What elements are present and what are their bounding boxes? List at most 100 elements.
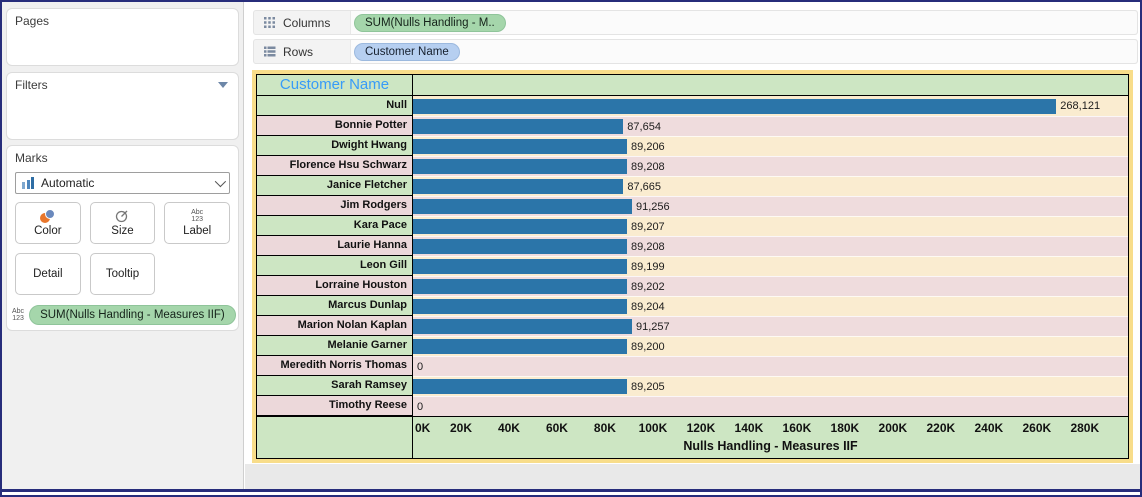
columns-shelf[interactable]: Columns SUM(Nulls Handling - M.. xyxy=(253,10,1138,35)
row-band: 89,206 xyxy=(413,136,1128,156)
x-axis-tick: 20K xyxy=(449,421,472,435)
row-label[interactable]: Janice Fletcher xyxy=(257,176,413,196)
row-band: 89,204 xyxy=(413,296,1128,316)
row-label[interactable]: Dwight Hwang xyxy=(257,136,413,156)
bar-mark[interactable] xyxy=(413,179,624,194)
filters-shelf-label: Filters xyxy=(15,78,48,92)
visualization: Customer Name Null 268,121 Bonnie Potter 87… xyxy=(252,70,1133,463)
row-label[interactable]: Jim Rodgers xyxy=(257,196,413,216)
rows-shelf[interactable]: Rows Customer Name xyxy=(253,39,1138,64)
row-label[interactable]: Sarah Ramsey xyxy=(257,376,413,396)
bar-value-label: 89,202 xyxy=(631,280,665,293)
bar-mark[interactable] xyxy=(413,219,628,234)
marks-measure-pill[interactable]: SUM(Nulls Handling - Measures IIF) xyxy=(29,305,236,325)
row-label[interactable]: Leon Gill xyxy=(257,256,413,276)
bar-mark[interactable] xyxy=(413,379,628,394)
row-band: 91,257 xyxy=(413,316,1128,336)
label-button[interactable]: Abc 123 Label xyxy=(164,202,230,244)
label-button-label: Label xyxy=(183,225,212,237)
row-label[interactable]: Meredith Norris Thomas xyxy=(257,356,413,376)
bar-mark[interactable] xyxy=(413,119,624,134)
bar-mark[interactable] xyxy=(413,98,1057,114)
bar-value-label: 268,121 xyxy=(1060,100,1101,112)
row-label[interactable]: Null xyxy=(257,96,413,116)
row-label[interactable]: Bonnie Potter xyxy=(257,116,413,136)
table-row: Laurie Hanna 89,208 xyxy=(257,236,1128,256)
columns-drop-area[interactable]: SUM(Nulls Handling - M.. xyxy=(350,11,1137,34)
row-label[interactable]: Marcus Dunlap xyxy=(257,296,413,316)
x-axis-tick: 60K xyxy=(545,421,568,435)
bar-value-label: 87,665 xyxy=(627,180,661,193)
marks-card-label: Marks xyxy=(15,151,48,165)
tooltip-button-label: Tooltip xyxy=(105,268,140,280)
bar-value-label: 87,654 xyxy=(627,120,661,133)
row-label[interactable]: Florence Hsu Schwarz xyxy=(257,156,413,176)
bar-value-label: 89,199 xyxy=(631,260,665,273)
abc123-icon: Abc 123 xyxy=(191,209,204,223)
bar-mark[interactable] xyxy=(413,199,632,214)
table-row: Meredith Norris Thomas 0 xyxy=(257,356,1128,376)
mark-type-value: Automatic xyxy=(41,176,95,190)
rows-pill[interactable]: Customer Name xyxy=(354,42,460,61)
row-label[interactable]: Timothy Reese xyxy=(257,396,413,416)
table-row: Marcus Dunlap 89,204 xyxy=(257,296,1128,316)
color-button-label: Color xyxy=(34,225,62,237)
color-button[interactable]: Color xyxy=(15,202,81,244)
filters-shelf[interactable]: Filters xyxy=(6,72,239,140)
detail-button[interactable]: Detail xyxy=(15,253,81,295)
bar-mark[interactable] xyxy=(413,299,628,314)
column-header-customer-name[interactable]: Customer Name xyxy=(257,75,413,95)
row-label[interactable]: Marion Nolan Kaplan xyxy=(257,316,413,336)
table-row: Kara Pace 89,207 xyxy=(257,216,1128,236)
bar-value-label: 91,256 xyxy=(635,200,670,213)
bar-mark[interactable] xyxy=(413,339,628,354)
bar-mark[interactable] xyxy=(413,159,628,174)
bar-value-label: 89,206 xyxy=(631,140,665,153)
table-row: Sarah Ramsey 89,205 xyxy=(257,376,1128,396)
bar-mark[interactable] xyxy=(413,319,632,334)
bar-mark[interactable] xyxy=(413,259,628,274)
x-axis-tick: 240K xyxy=(974,421,1004,435)
row-band: 89,205 xyxy=(413,376,1128,396)
bar-value-label: 89,208 xyxy=(631,240,665,253)
abc123-icon: Abc 123 xyxy=(12,308,25,322)
row-label[interactable]: Melanie Garner xyxy=(257,336,413,356)
rows-drop-area[interactable]: Customer Name xyxy=(350,40,1137,63)
bar-value-label: 0 xyxy=(417,400,424,413)
table-row: Janice Fletcher 87,665 xyxy=(257,176,1128,196)
bar-chart-icon xyxy=(22,177,34,189)
table-row: Marion Nolan Kaplan 91,257 xyxy=(257,316,1128,336)
color-icon xyxy=(40,209,56,223)
x-axis-tick: 40K xyxy=(497,421,520,435)
bar-value-label: 89,208 xyxy=(631,160,665,173)
table-row: Bonnie Potter 87,654 xyxy=(257,116,1128,136)
tooltip-button[interactable]: Tooltip xyxy=(89,253,156,295)
bar-value-label: 89,205 xyxy=(631,380,665,393)
workspace-background xyxy=(245,464,1140,489)
row-label[interactable]: Laurie Hanna xyxy=(257,236,413,256)
filters-dropdown-icon[interactable] xyxy=(218,82,228,88)
bar-mark[interactable] xyxy=(413,139,628,154)
main-area: Columns SUM(Nulls Handling - M.. Row xyxy=(245,2,1140,489)
bar-value-label: 89,200 xyxy=(631,340,665,353)
table-row: Lorraine Houston 89,202 xyxy=(257,276,1128,296)
size-button[interactable]: Size xyxy=(89,202,156,244)
rows-shelf-label: Rows xyxy=(283,44,314,59)
table-row: Melanie Garner 89,200 xyxy=(257,336,1128,356)
pages-shelf[interactable]: Pages xyxy=(6,8,239,66)
bar-mark[interactable] xyxy=(413,279,628,294)
row-band: 89,199 xyxy=(413,256,1128,276)
table-row: Dwight Hwang 89,206 xyxy=(257,136,1128,156)
columns-pill[interactable]: SUM(Nulls Handling - M.. xyxy=(354,13,506,32)
bar-mark[interactable] xyxy=(413,239,628,254)
x-axis-tick: 200K xyxy=(878,421,908,435)
left-panel: Pages Filters Marks Automatic Color xyxy=(2,2,244,489)
bar-value-label: 89,204 xyxy=(631,300,665,313)
chevron-down-icon xyxy=(214,175,227,188)
row-band: 89,207 xyxy=(413,216,1128,236)
row-label[interactable]: Lorraine Houston xyxy=(257,276,413,296)
mark-type-select[interactable]: Automatic xyxy=(15,172,230,194)
row-label[interactable]: Kara Pace xyxy=(257,216,413,236)
x-axis-tick: 80K xyxy=(593,421,616,435)
